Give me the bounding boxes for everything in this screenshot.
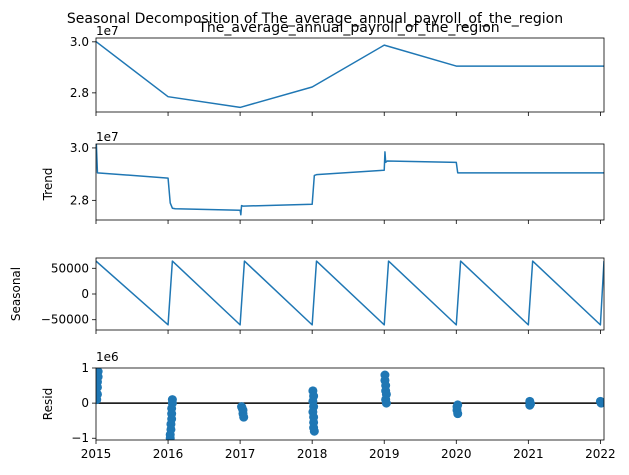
resid-xtick-label: 2016 [153, 447, 184, 461]
resid-xtick-label: 2019 [369, 447, 400, 461]
resid-point [381, 398, 391, 408]
observed-plot-area: 2.8 3.0 [70, 35, 605, 116]
resid-points [96, 368, 604, 440]
seasonal-frame [95, 257, 605, 331]
resid-xtick-label: 2017 [225, 447, 256, 461]
observed-panel: The_average_annual_payroll_of_the_region… [70, 20, 605, 116]
seasonal-ytick-label: 50000 [51, 261, 89, 275]
observed-ytick-label: 2.8 [70, 86, 89, 100]
resid-xtick-label: 2022 [585, 447, 616, 461]
figure-suptitle: Seasonal Decomposition of The_average_an… [67, 11, 563, 27]
resid-point [96, 382, 102, 392]
seasonal-panel: Seasonal 50000 0 −50000 [9, 257, 605, 334]
observed-series-line [96, 40, 604, 109]
observed-panel-y-offset: 1e7 [96, 24, 119, 38]
resid-xtick-label: 2018 [297, 447, 328, 461]
resid-point [525, 400, 535, 410]
resid-point [597, 397, 604, 407]
trend-series-line [96, 144, 604, 216]
resid-xtick-label: 2021 [513, 447, 544, 461]
resid-point [165, 433, 175, 440]
resid-point [239, 412, 249, 422]
seasonal-panel-ylabel: Seasonal [9, 267, 23, 321]
seasonal-series-line [96, 260, 604, 326]
resid-plot-area: 1 0 −1 2015 2016 2017 2018 2019 2020 2021 2022 [71, 361, 615, 461]
trend-panel-ylabel: Trend [41, 168, 55, 202]
resid-ytick-label: 1 [81, 361, 89, 375]
seasonal-ytick-label: 0 [81, 287, 89, 301]
resid-xtick-label: 2020 [441, 447, 472, 461]
resid-ytick-label: 0 [81, 396, 89, 410]
resid-point [452, 402, 462, 412]
trend-panel-y-offset: 1e7 [96, 130, 119, 144]
trend-panel: 1e7 Trend 2.8 3.0 [41, 130, 605, 224]
trend-ytick-label: 3.0 [70, 141, 89, 155]
resid-panel: 1e6 Resid 1 0 −1 2015 2016 2017 2018 2019 2020 20… [41, 350, 616, 461]
trend-frame [95, 143, 605, 221]
seasonal-plot-area: 50000 0 −50000 [41, 257, 605, 334]
resid-xtick-label: 2015 [81, 447, 112, 461]
resid-point [96, 395, 102, 405]
resid-point [453, 409, 463, 419]
resid-ytick-label: −1 [71, 431, 89, 445]
trend-plot-area: 2.8 3.0 [70, 141, 605, 224]
trend-ytick-label: 2.8 [70, 193, 89, 207]
observed-ytick-label: 3.0 [70, 35, 89, 49]
resid-panel-y-offset: 1e6 [96, 350, 119, 364]
resid-point [237, 403, 247, 413]
seasonal-ytick-label: −50000 [41, 313, 89, 327]
observed-panel-title: The_average_annual_payroll_of_the_region [197, 20, 499, 36]
resid-panel-ylabel: Resid [41, 388, 55, 420]
resid-frame [95, 367, 605, 441]
resid-point [309, 426, 319, 436]
observed-frame [95, 37, 605, 113]
